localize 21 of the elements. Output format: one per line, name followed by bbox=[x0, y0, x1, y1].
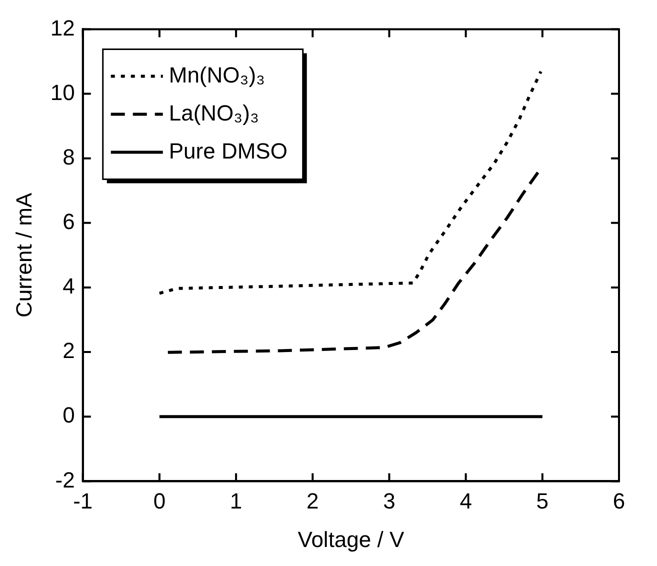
x-tick-label: 4 bbox=[460, 488, 472, 514]
y-tick-label: -2 bbox=[55, 467, 75, 492]
x-tick-label: 0 bbox=[153, 488, 166, 514]
x-tick-label: 2 bbox=[306, 488, 319, 514]
legend-label: Pure DMSO bbox=[168, 138, 288, 164]
y-tick-label: 4 bbox=[62, 274, 75, 299]
x-tick-label: 3 bbox=[383, 488, 396, 514]
legend-label: La(NO₃)₃ bbox=[168, 100, 259, 126]
y-tick-label: 2 bbox=[62, 338, 75, 364]
y-axis-title: Current / mA bbox=[11, 192, 36, 318]
x-tick-label: 6 bbox=[612, 488, 626, 514]
y-tick-label: 8 bbox=[62, 144, 75, 170]
x-tick-label: 1 bbox=[230, 488, 242, 514]
y-tick-label: 10 bbox=[50, 80, 75, 105]
y-tick-label: 0 bbox=[62, 402, 75, 428]
x-axis-title: Voltage / V bbox=[298, 526, 404, 552]
y-tick-label: 6 bbox=[62, 208, 75, 234]
x-tick-label: 5 bbox=[536, 488, 549, 514]
legend-label: Mn(NO₃)₃ bbox=[168, 62, 266, 88]
y-tick-label: 12 bbox=[50, 15, 75, 40]
x-tick-label: -1 bbox=[73, 488, 93, 514]
